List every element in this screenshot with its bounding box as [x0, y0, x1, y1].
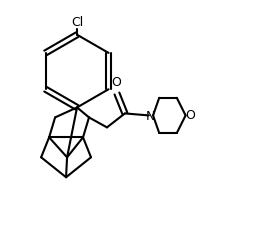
Text: O: O: [111, 76, 121, 89]
Text: O: O: [185, 109, 195, 122]
Text: N: N: [145, 110, 155, 123]
Text: Cl: Cl: [71, 16, 83, 29]
